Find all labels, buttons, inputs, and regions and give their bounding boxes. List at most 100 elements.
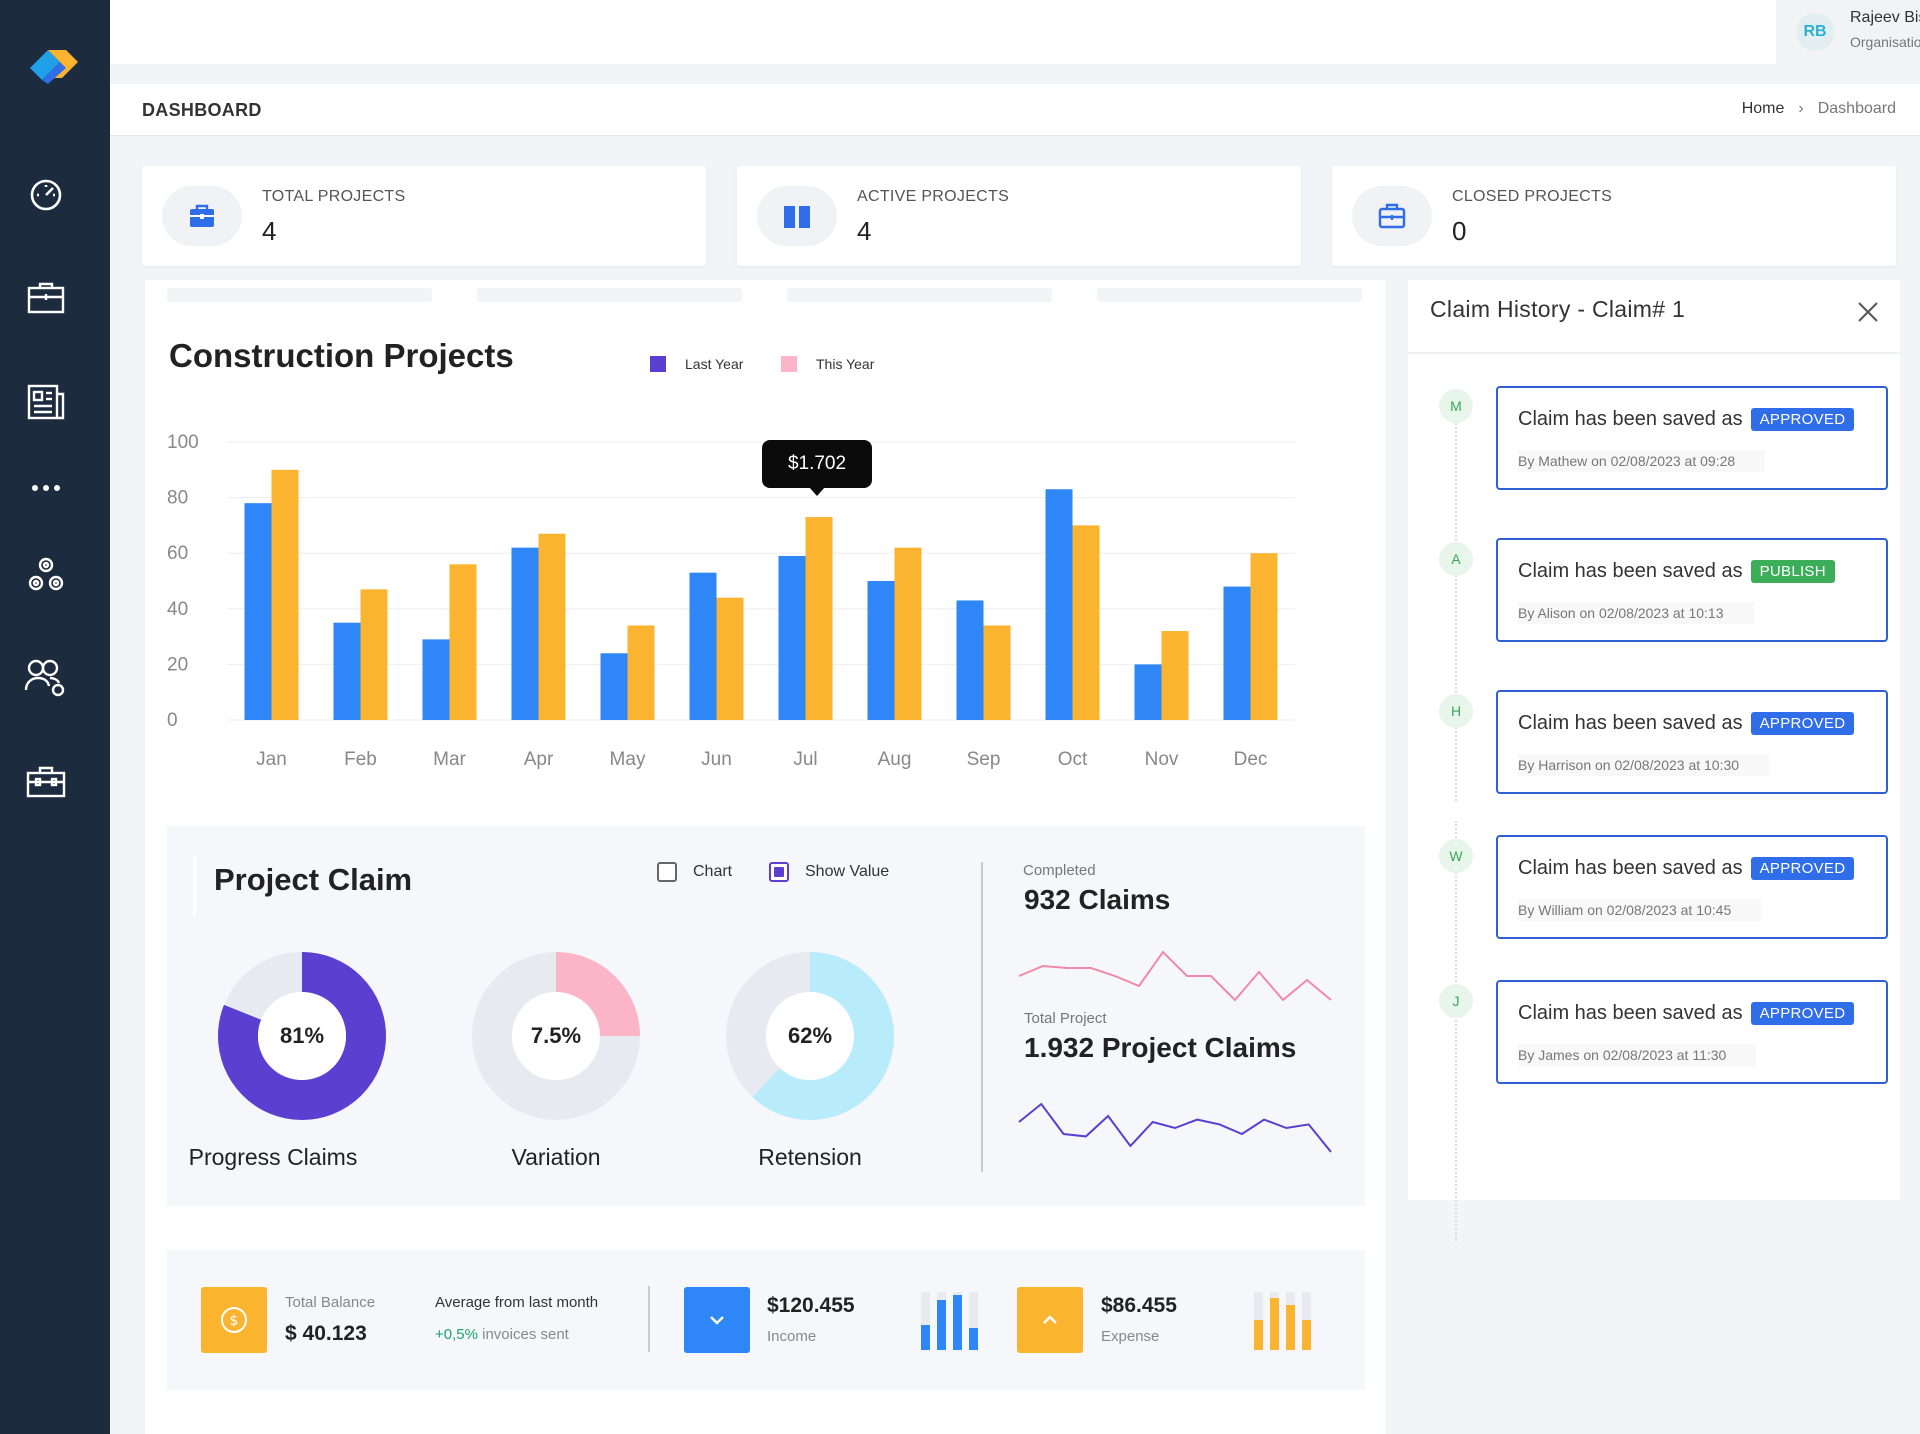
placeholder-bar (167, 288, 432, 302)
average-label: Average from last month (435, 1294, 599, 1311)
expense-mini-bars (1254, 1292, 1311, 1350)
donut-segment (218, 952, 386, 1120)
x-tick-label: Nov (1145, 749, 1179, 770)
breadcrumb: Home › Dashboard (1742, 100, 1896, 118)
mini-bar-track (969, 1292, 978, 1350)
checkbox-checked[interactable] (769, 862, 789, 882)
briefcase-icon (190, 204, 214, 227)
status-badge: APPROVED (1750, 1002, 1855, 1025)
user-name: Rajeev Biswas (1850, 9, 1920, 26)
average-change: +0,5% invoices sent (435, 1326, 569, 1343)
total-value: 1.932 Project Claims (1024, 1032, 1297, 1063)
avatar: RB (1796, 13, 1834, 51)
stat-card-total: TOTAL PROJECTS 4 (142, 166, 706, 266)
sparkline (1018, 1102, 1332, 1153)
income-button[interactable] (684, 1287, 750, 1353)
timeline-avatar: W (1439, 839, 1473, 873)
legend-last-year[interactable]: Last Year (650, 356, 743, 372)
timeline-line (1455, 821, 1457, 1241)
bar-this-year (449, 564, 477, 720)
timeline-line (1455, 406, 1457, 801)
nav-users[interactable] (18, 650, 74, 706)
gears-icon (28, 557, 64, 591)
donut-retension (726, 952, 894, 1120)
top-bar: RB Rajeev Biswas Organisation Admin (110, 0, 1920, 64)
mini-bar (921, 1325, 930, 1350)
bar-this-year (894, 547, 922, 720)
nav-more[interactable] (18, 460, 74, 516)
timeline-avatar: H (1439, 694, 1473, 728)
nav-projects[interactable] (18, 270, 74, 326)
bar-this-year (716, 597, 744, 720)
project-claim-card: Project Claim Chart Show Value 81% Progr… (167, 826, 1365, 1206)
history-entry[interactable]: Claim has been saved as APPROVED By Harri… (1496, 690, 1888, 794)
nav-dashboard[interactable] (18, 166, 74, 222)
status-badge: APPROVED (1750, 857, 1855, 880)
timeline-avatar: J (1439, 984, 1473, 1018)
history-entry[interactable]: Claim has been saved as APPROVED By Willi… (1496, 835, 1888, 939)
speedometer-icon (30, 179, 62, 211)
history-title: Claim History - Claim# 1 (1430, 296, 1686, 322)
x-tick-label: Jan (256, 749, 287, 770)
legend-swatch (650, 356, 666, 372)
user-menu[interactable]: RB Rajeev Biswas Organisation Admin (1776, 0, 1920, 64)
legend-label: This Year (816, 356, 875, 372)
entry-message: Claim has been saved as (1518, 560, 1743, 582)
divider (1408, 352, 1900, 354)
bar-last-year (867, 581, 895, 720)
sparkline (1018, 950, 1332, 1002)
stat-value: 4 (857, 216, 872, 246)
bar-last-year (1045, 489, 1073, 720)
expense-value: $86.455 (1101, 1294, 1177, 1317)
newspaper-icon (27, 384, 65, 420)
x-tick-label: Sep (967, 749, 1001, 770)
app-logo[interactable] (26, 40, 86, 90)
close-icon[interactable] (1848, 292, 1888, 332)
show-value-checkbox[interactable]: Show Value (769, 862, 889, 882)
mini-bar (1302, 1320, 1311, 1350)
toolbox-icon (26, 766, 66, 798)
mini-bar (969, 1328, 978, 1350)
chart-tooltip: $1.702 (762, 440, 872, 496)
sparkline-completed (1018, 950, 1332, 1002)
stat-value: 0 (1452, 216, 1467, 246)
expense-label: Expense (1101, 1328, 1160, 1345)
history-entry[interactable]: Claim has been saved as PUBLISH By Alison… (1496, 538, 1888, 642)
mini-bar (953, 1295, 962, 1350)
balance-summary-card: $ Total Balance $ 40.123 Average from la… (167, 1250, 1365, 1390)
breadcrumb-current: Dashboard (1817, 100, 1896, 117)
legend-this-year[interactable]: This Year (781, 356, 874, 372)
breadcrumb-home[interactable]: Home (1741, 100, 1785, 117)
nav-settings[interactable] (18, 546, 74, 602)
chart-checkbox[interactable]: Chart (657, 862, 732, 882)
history-entry[interactable]: Claim has been saved as APPROVED By Mathe… (1496, 386, 1888, 490)
x-tick-label: Mar (433, 749, 466, 770)
entry-text: Claim has been saved as PUBLISH (1518, 560, 1835, 583)
more-dots-icon (32, 485, 60, 491)
entry-meta: By James on 02/08/2023 at 11:30 (1518, 1044, 1757, 1066)
x-tick-label: Oct (1058, 749, 1088, 770)
chevron-up-icon (1043, 1315, 1057, 1324)
donut-variation (472, 952, 640, 1120)
donut-hole (512, 992, 600, 1080)
donut-value: 81% (279, 1023, 325, 1048)
placeholder-bar (1097, 288, 1362, 302)
expense-button[interactable] (1017, 1287, 1083, 1353)
nav-portfolio[interactable] (18, 754, 74, 810)
y-tick-label: 100 (167, 432, 199, 453)
svg-text:$: $ (230, 1313, 239, 1329)
checkbox-label: Chart (693, 863, 733, 880)
bar-this-year (360, 589, 388, 720)
completed-value: 932 Claims (1024, 884, 1171, 915)
donut-label: Retension (758, 1144, 862, 1170)
history-entry[interactable]: Claim has been saved as APPROVED By James… (1496, 980, 1888, 1084)
checkbox-unchecked[interactable] (657, 862, 677, 882)
bar-last-year (422, 639, 450, 720)
sparkline-total (1018, 1102, 1332, 1153)
y-tick-label: 40 (167, 599, 188, 620)
nav-reports[interactable] (18, 374, 74, 430)
mini-bar (1254, 1320, 1263, 1350)
bar-this-year (627, 625, 655, 720)
chevron-right-icon: › (1798, 100, 1804, 117)
bar-this-year (538, 533, 566, 720)
